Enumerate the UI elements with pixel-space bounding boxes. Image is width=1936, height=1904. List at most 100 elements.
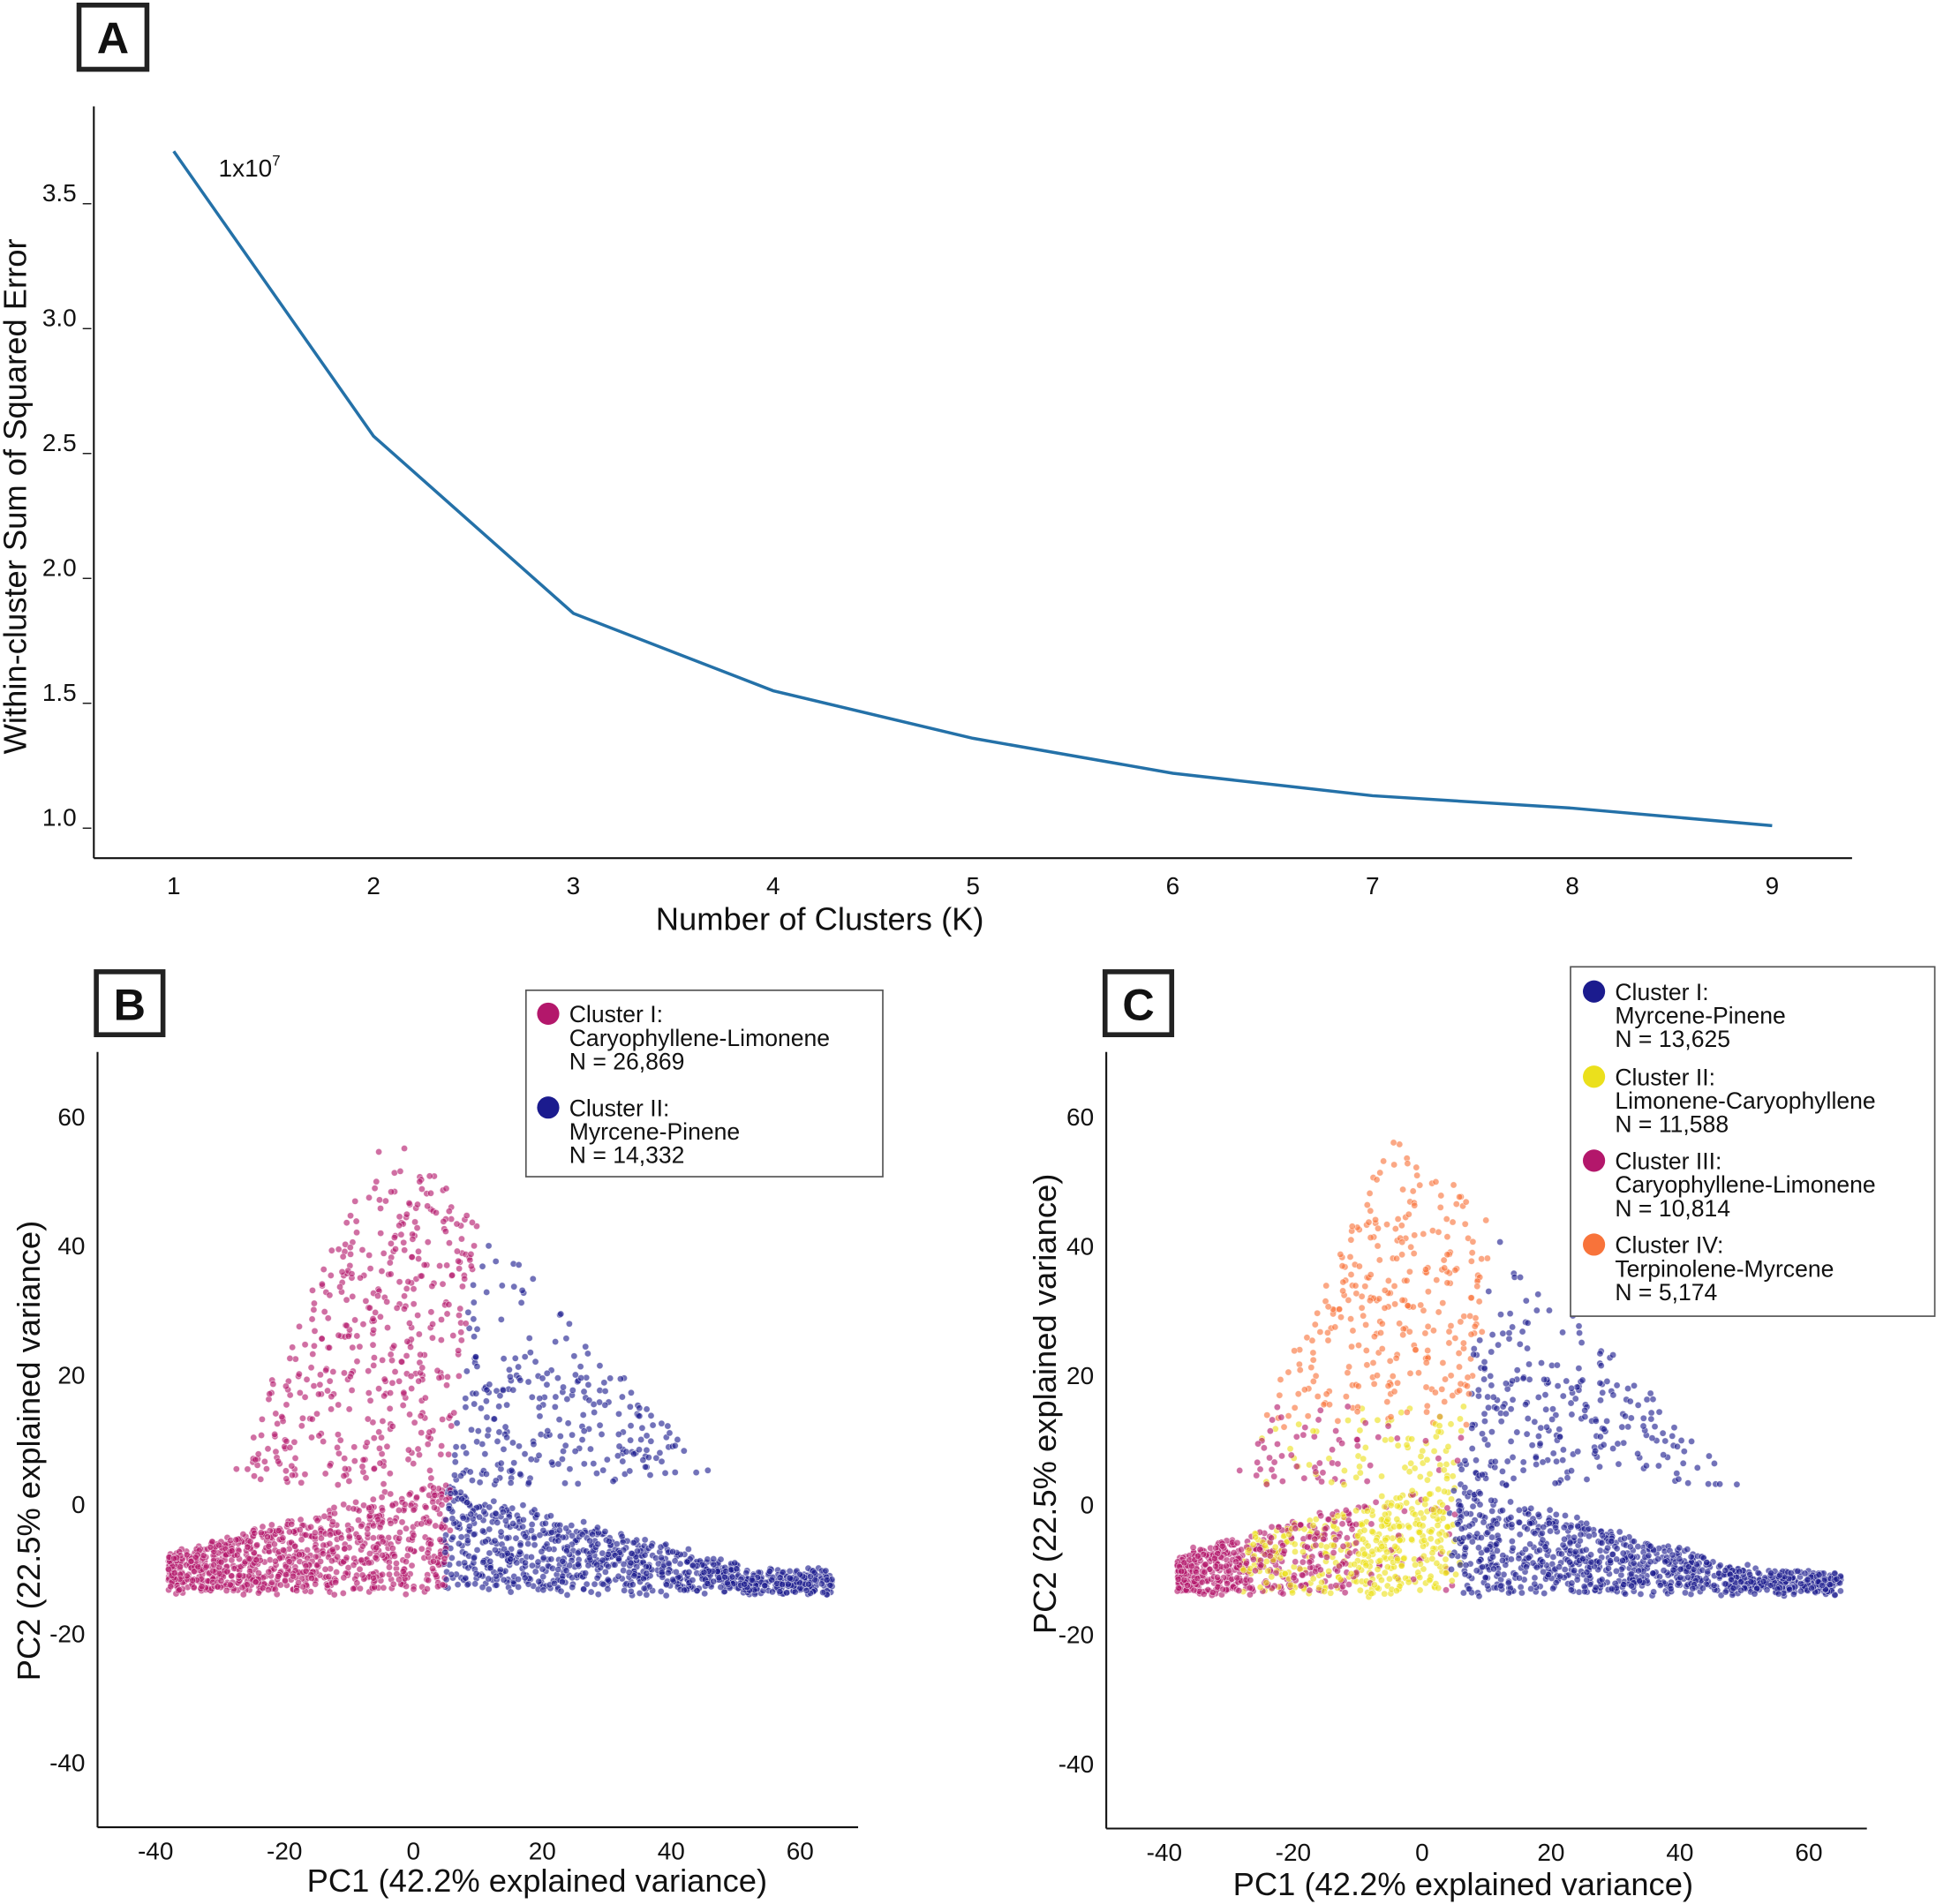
scatter-point [1746,1570,1754,1578]
scatter-point [420,1261,428,1269]
x-tick-label: 0 [406,1837,420,1864]
scatter-point [1647,1415,1655,1423]
scatter-point [1292,1547,1299,1555]
scatter-point [689,1562,697,1569]
scatter-point [1504,1579,1512,1587]
scatter-point [1549,1405,1557,1413]
scatter-point [539,1554,547,1562]
scatter-point [1339,1287,1347,1295]
scatter-point [639,1456,647,1464]
scatter-point [485,1426,493,1434]
legend-profile: Myrcene-Pinene [569,1118,740,1145]
scatter-point [302,1531,310,1539]
scatter-point [391,1368,399,1376]
scatter-point [1370,1380,1378,1388]
scatter-point [362,1474,370,1482]
x-tick-label: 3 [567,872,581,899]
scatter-point [601,1401,609,1409]
scatter-point [507,1588,515,1596]
scatter-point [386,1470,394,1478]
scatter-point [209,1567,217,1575]
scatter-point [285,1558,293,1566]
scatter-point [1583,1475,1591,1483]
scatter-point [483,1386,491,1394]
scatter-point [1484,1582,1492,1590]
scatter-point [1268,1465,1276,1473]
scatter-point [515,1576,522,1584]
scatter-point [1459,1339,1467,1347]
scatter-point [1383,1563,1391,1571]
scatter-point [1367,1234,1375,1241]
scatter-point [1291,1540,1299,1548]
scatter-point [661,1469,669,1477]
scatter-point [1340,1481,1348,1488]
scatter-point [1603,1377,1611,1385]
scatter-point [1403,1441,1411,1449]
scatter-point [1540,1524,1548,1531]
scatter-point [580,1585,588,1593]
scatter-point [324,1314,332,1322]
scatter-point [720,1573,728,1581]
scatter-point [345,1532,353,1540]
scatter-point [316,1371,324,1379]
scatter-point [521,1559,529,1567]
scatter-point [1415,1369,1422,1377]
scatter-point [375,1444,383,1452]
scatter-point [1399,1331,1407,1339]
scatter-point [1604,1544,1612,1552]
scatter-point [1507,1498,1515,1506]
scatter-point [281,1577,289,1584]
scatter-point [717,1584,725,1592]
scatter-point [791,1588,799,1596]
scatter-point [1475,1298,1483,1306]
scatter-point [359,1321,367,1328]
scatter-point [217,1577,225,1584]
scatter-point [369,1574,377,1582]
scatter-point [1493,1547,1501,1554]
scatter-point [1541,1375,1548,1383]
scatter-point [671,1557,679,1565]
scatter-point [496,1392,504,1400]
scatter-point [1218,1542,1226,1550]
scatter-point [1552,1510,1560,1518]
scatter-point [786,1567,794,1575]
scatter-point [480,1508,488,1516]
scatter-point [1383,1221,1391,1229]
scatter-point [1485,1287,1493,1295]
scatter-point [1536,1440,1544,1448]
scatter-point [1353,1436,1361,1444]
scatter-point [1469,1238,1477,1246]
scatter-point [320,1512,328,1520]
scatter-point [1581,1413,1589,1421]
scatter-point [1465,1522,1473,1530]
scatter-point [1311,1535,1319,1543]
scatter-point [463,1537,471,1545]
scatter-point [1303,1334,1311,1342]
scatter-point [365,1252,373,1259]
scatter-point [1299,1431,1307,1439]
legend-name: Cluster I: [569,1001,663,1027]
scatter-point [516,1376,524,1384]
scatter-point [329,1368,337,1376]
scatter-point [356,1584,364,1592]
scatter-point [515,1583,523,1591]
scatter-point [517,1298,525,1306]
scatter-point [333,1569,341,1577]
scatter-point [614,1430,622,1438]
scatter-point [554,1374,561,1382]
scatter-point [1797,1587,1804,1595]
scatter-point [370,1354,378,1362]
scatter-point [443,1261,451,1269]
scatter-point [1563,1474,1571,1482]
scatter-point [1378,1320,1386,1328]
scatter-point [167,1583,175,1591]
scatter-point [1473,1456,1480,1464]
scatter-point [1654,1462,1662,1470]
scatter-point [403,1337,411,1345]
legend-name: Cluster II: [569,1095,670,1122]
scatter-point [1304,1412,1312,1420]
scatter-point [1534,1291,1542,1298]
scatter-point [1435,1308,1443,1316]
scatter-point [1263,1411,1271,1419]
scatter-point [408,1562,416,1569]
